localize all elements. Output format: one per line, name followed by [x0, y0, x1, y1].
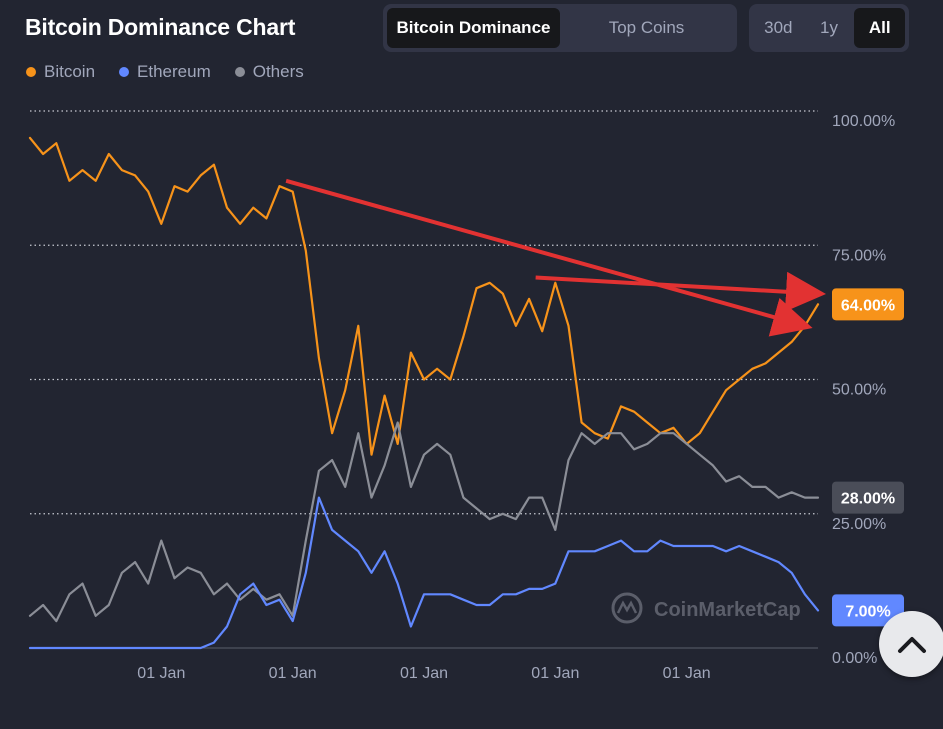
legend-item-others[interactable]: Others — [234, 62, 304, 82]
range-all-button[interactable]: All — [854, 8, 906, 48]
series-layer — [28, 136, 820, 650]
chart-title: Bitcoin Dominance Chart — [25, 14, 296, 40]
tab-top-coins[interactable]: Top Coins — [608, 18, 685, 37]
value-badge-others — [832, 481, 904, 514]
y-tick-label: 25.00% — [832, 516, 886, 533]
legend-dot-others — [234, 67, 245, 77]
x-tick-label: 01 Jan — [400, 665, 448, 682]
x-tick-label: 01 Jan — [137, 665, 185, 682]
value-badge-label: 28.00% — [841, 491, 895, 508]
value-badge-bitcoin — [832, 288, 904, 321]
watermark-text: CoinMarketCap — [654, 599, 801, 621]
range-toggle: 30d 1y All — [749, 4, 909, 52]
value-badge-label: 7.00% — [845, 603, 890, 620]
annotation-arrow — [285, 178, 813, 337]
legend-item-bitcoin[interactable]: Bitcoin — [26, 62, 95, 82]
legend-label-bitcoin: Bitcoin — [44, 62, 96, 81]
range-30d-button[interactable]: 30d — [764, 18, 793, 37]
range-1y-button[interactable]: 1y — [820, 18, 838, 37]
chevron-up-icon — [898, 637, 926, 653]
tab-bitcoin-dominance[interactable]: Bitcoin Dominance — [387, 8, 560, 48]
legend-label-others: Others — [252, 62, 304, 81]
view-toggle: Bitcoin Dominance Top Coins — [383, 4, 737, 52]
x-tick-label: 01 Jan — [269, 665, 317, 682]
coinmarketcap-logo-mark — [616, 600, 638, 614]
scroll-to-top-button[interactable] — [879, 611, 943, 677]
legend-item-ethereum[interactable]: Ethereum — [119, 62, 211, 82]
series-line-others — [28, 421, 820, 623]
y-tick-label: 0.00% — [832, 650, 877, 667]
value-badges: 64.00% 28.00% 7.00% — [832, 288, 904, 627]
chart-legend: Bitcoin Ethereum Others — [26, 62, 304, 82]
watermark: CoinMarketCap — [611, 592, 801, 624]
value-badge-ethereum — [832, 594, 904, 627]
y-tick-label: 100.00% — [832, 113, 895, 130]
annotation-layer — [285, 178, 826, 337]
legend-label-ethereum: Ethereum — [137, 62, 211, 81]
x-axis: 01 Jan 01 Jan 01 Jan 01 Jan 01 Jan — [137, 665, 710, 682]
series-line-ethereum — [28, 496, 820, 650]
legend-dot-ethereum — [119, 67, 130, 77]
value-badge-label: 64.00% — [841, 297, 895, 314]
y-tick-label: 75.00% — [832, 247, 886, 264]
coinmarketcap-logo-icon — [611, 592, 643, 624]
annotation-arrow — [535, 271, 826, 312]
x-tick-label: 01 Jan — [531, 665, 579, 682]
legend-dot-bitcoin — [26, 67, 36, 77]
y-tick-label: 50.00% — [832, 382, 886, 399]
y-axis: 100.00% 75.00% 50.00% 25.00% 0.00% — [832, 113, 895, 667]
x-tick-label: 01 Jan — [663, 665, 711, 682]
